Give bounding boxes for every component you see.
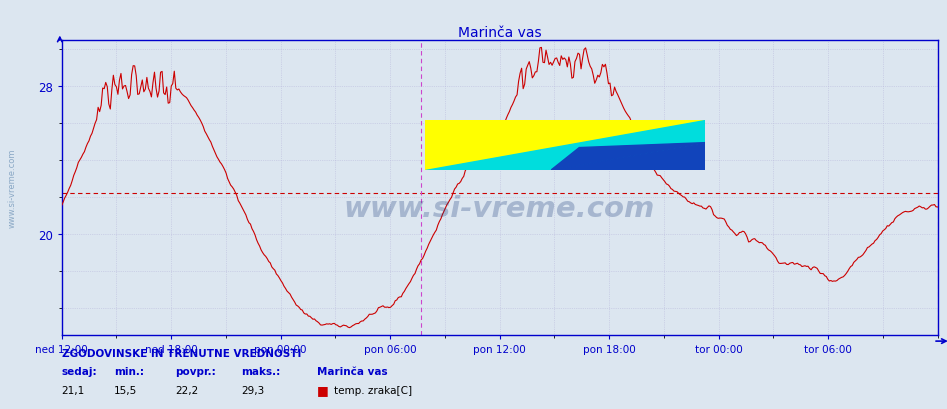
- Title: Marinča vas: Marinča vas: [457, 26, 542, 40]
- Polygon shape: [425, 121, 706, 171]
- Text: temp. zraka[C]: temp. zraka[C]: [334, 384, 412, 395]
- Polygon shape: [551, 143, 706, 171]
- Text: www.si-vreme.com: www.si-vreme.com: [8, 148, 17, 228]
- Polygon shape: [425, 121, 706, 171]
- Text: min.:: min.:: [114, 366, 144, 376]
- Text: 15,5: 15,5: [114, 384, 137, 395]
- Text: 21,1: 21,1: [62, 384, 85, 395]
- Text: 29,3: 29,3: [241, 384, 265, 395]
- Text: ■: ■: [317, 383, 329, 396]
- Text: www.si-vreme.com: www.si-vreme.com: [344, 195, 655, 223]
- Text: Marinča vas: Marinča vas: [317, 366, 388, 376]
- Polygon shape: [551, 143, 706, 171]
- Text: 22,2: 22,2: [175, 384, 199, 395]
- Text: maks.:: maks.:: [241, 366, 280, 376]
- Text: sedaj:: sedaj:: [62, 366, 98, 376]
- Text: ZGODOVINSKE IN TRENUTNE VREDNOSTI: ZGODOVINSKE IN TRENUTNE VREDNOSTI: [62, 348, 301, 358]
- Text: povpr.:: povpr.:: [175, 366, 216, 376]
